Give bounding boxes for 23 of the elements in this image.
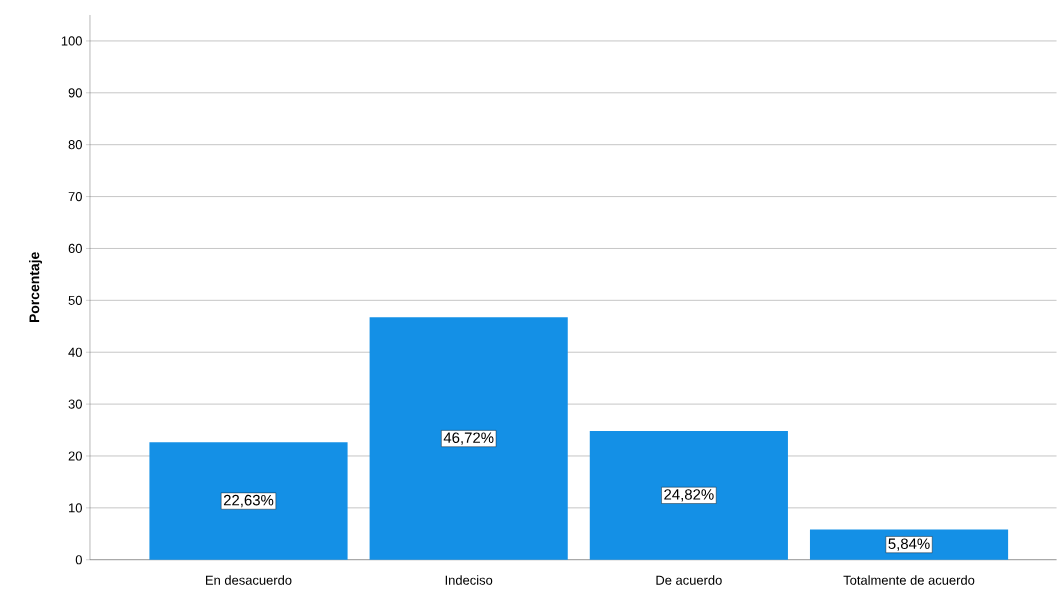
y-tick-label: 20 bbox=[68, 451, 82, 461]
y-axis-title: Porcentaje bbox=[29, 252, 43, 323]
bar bbox=[149, 442, 348, 560]
y-tick-label: 100 bbox=[61, 36, 82, 46]
data-label: 5,84% bbox=[888, 538, 930, 551]
y-tick-label: 80 bbox=[68, 140, 82, 150]
x-tick-label: En desacuerdo bbox=[206, 575, 292, 585]
y-tick-label: 0 bbox=[75, 555, 82, 565]
y-tick-label: 50 bbox=[68, 295, 82, 306]
data-label: 22,63% bbox=[223, 495, 274, 508]
x-tick-label: Indeciso bbox=[445, 575, 493, 585]
y-tick-label: 60 bbox=[68, 243, 82, 254]
y-tick-label: 70 bbox=[68, 192, 82, 202]
data-label: 24,82% bbox=[664, 489, 714, 502]
y-tick-label: 40 bbox=[68, 347, 82, 357]
y-tick-label: 90 bbox=[68, 88, 82, 98]
y-tick-label: 30 bbox=[68, 399, 82, 409]
bar bbox=[369, 317, 568, 560]
bar bbox=[589, 431, 788, 560]
data-label: 46,72% bbox=[443, 432, 494, 445]
x-tick-label: De acuerdo bbox=[656, 575, 722, 585]
y-tick-label: 10 bbox=[69, 503, 82, 513]
x-tick-label: Totalmente de acuerdo bbox=[843, 575, 975, 585]
